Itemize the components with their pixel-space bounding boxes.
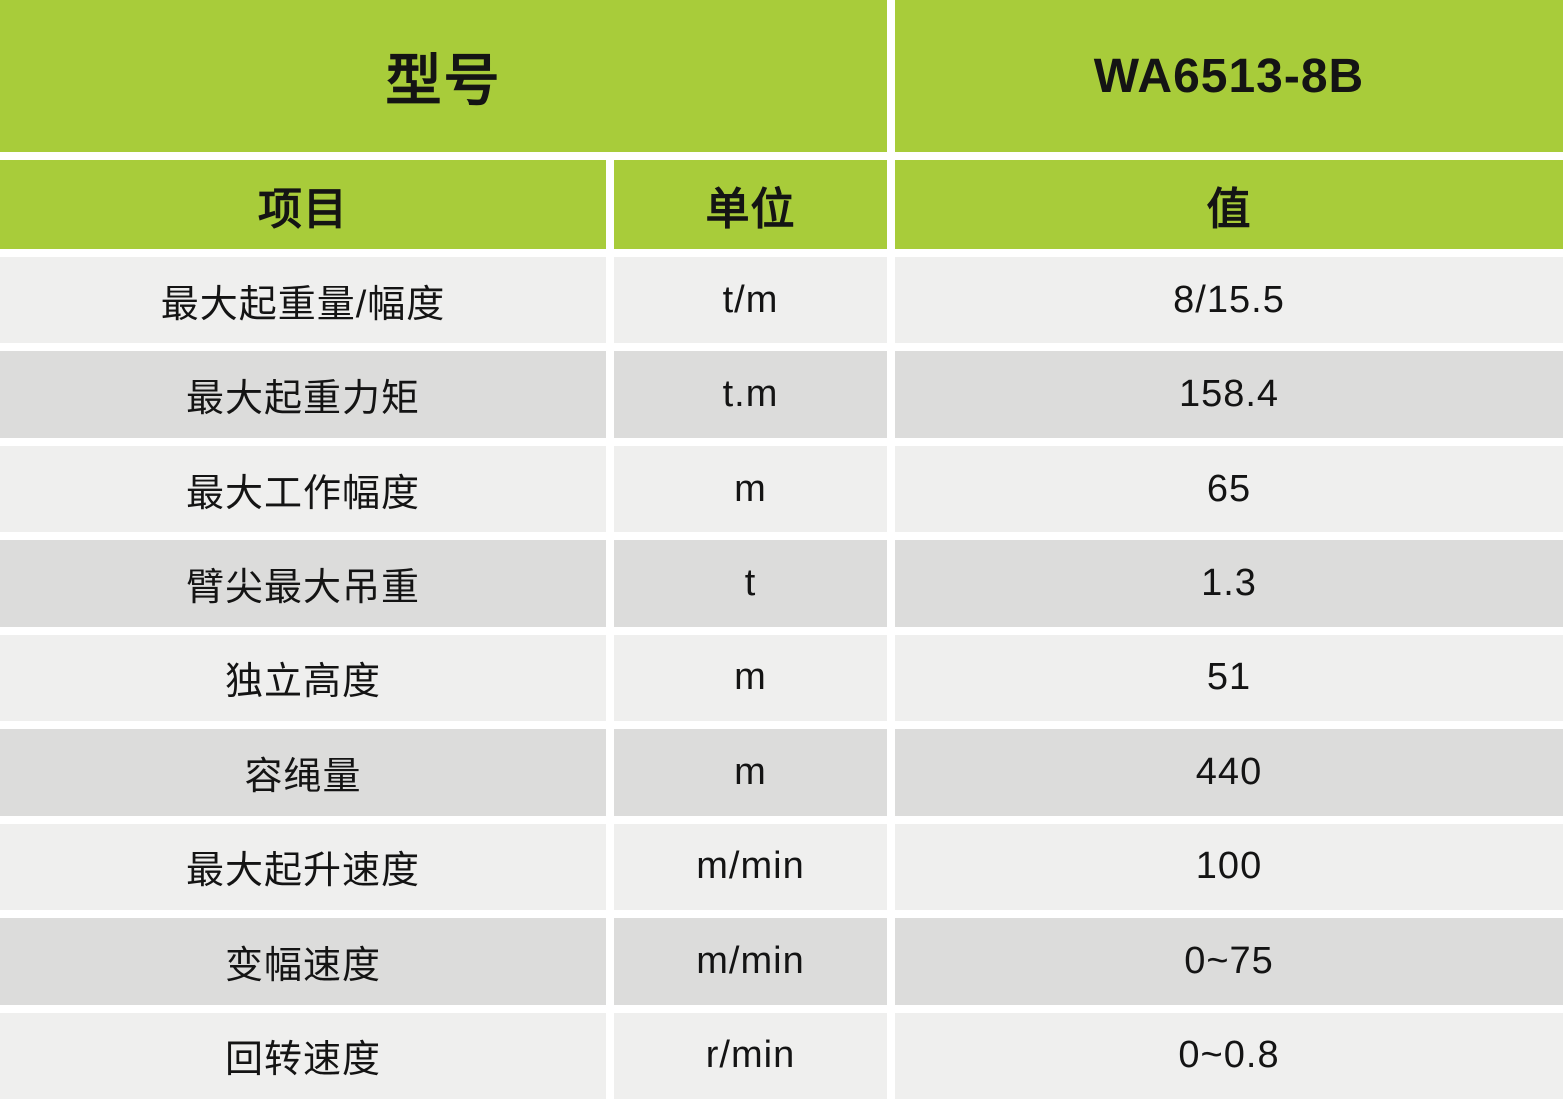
row-item-cell: 容绳量: [0, 729, 606, 816]
row-value-cell: 1.3: [895, 540, 1563, 627]
row-unit-cell: t: [614, 540, 887, 627]
row-item-cell: 最大起升速度: [0, 823, 606, 911]
row-value-cell: 51: [895, 634, 1563, 722]
row-unit-cell: r/min: [614, 1012, 887, 1099]
row-item-cell: 独立高度: [0, 634, 606, 722]
model-header-label: 型号: [0, 0, 887, 152]
row-value-cell: 8/15.5: [895, 257, 1563, 344]
row-item-cell: 最大工作幅度: [0, 445, 606, 533]
row-unit-cell: t/m: [614, 257, 887, 344]
column-header-item: 项目: [0, 160, 606, 249]
row-item-cell: 臂尖最大吊重: [0, 540, 606, 627]
column-header-value: 值: [895, 160, 1563, 249]
row-unit-cell: m/min: [614, 823, 887, 911]
row-item-cell: 变幅速度: [0, 918, 606, 1005]
row-value-cell: 440: [895, 729, 1563, 816]
row-unit-cell: m: [614, 634, 887, 722]
row-unit-cell: t.m: [614, 351, 887, 438]
column-header-unit: 单位: [614, 160, 887, 249]
row-item-cell: 最大起重力矩: [0, 351, 606, 438]
row-unit-cell: m: [614, 445, 887, 533]
row-unit-cell: m: [614, 729, 887, 816]
row-value-cell: 65: [895, 445, 1563, 533]
row-value-cell: 100: [895, 823, 1563, 911]
model-header-value: WA6513-8B: [895, 0, 1563, 152]
row-unit-cell: m/min: [614, 918, 887, 1005]
row-value-cell: 158.4: [895, 351, 1563, 438]
row-item-cell: 回转速度: [0, 1012, 606, 1099]
row-item-cell: 最大起重量/幅度: [0, 257, 606, 344]
row-value-cell: 0~75: [895, 918, 1563, 1005]
row-value-cell: 0~0.8: [895, 1012, 1563, 1099]
